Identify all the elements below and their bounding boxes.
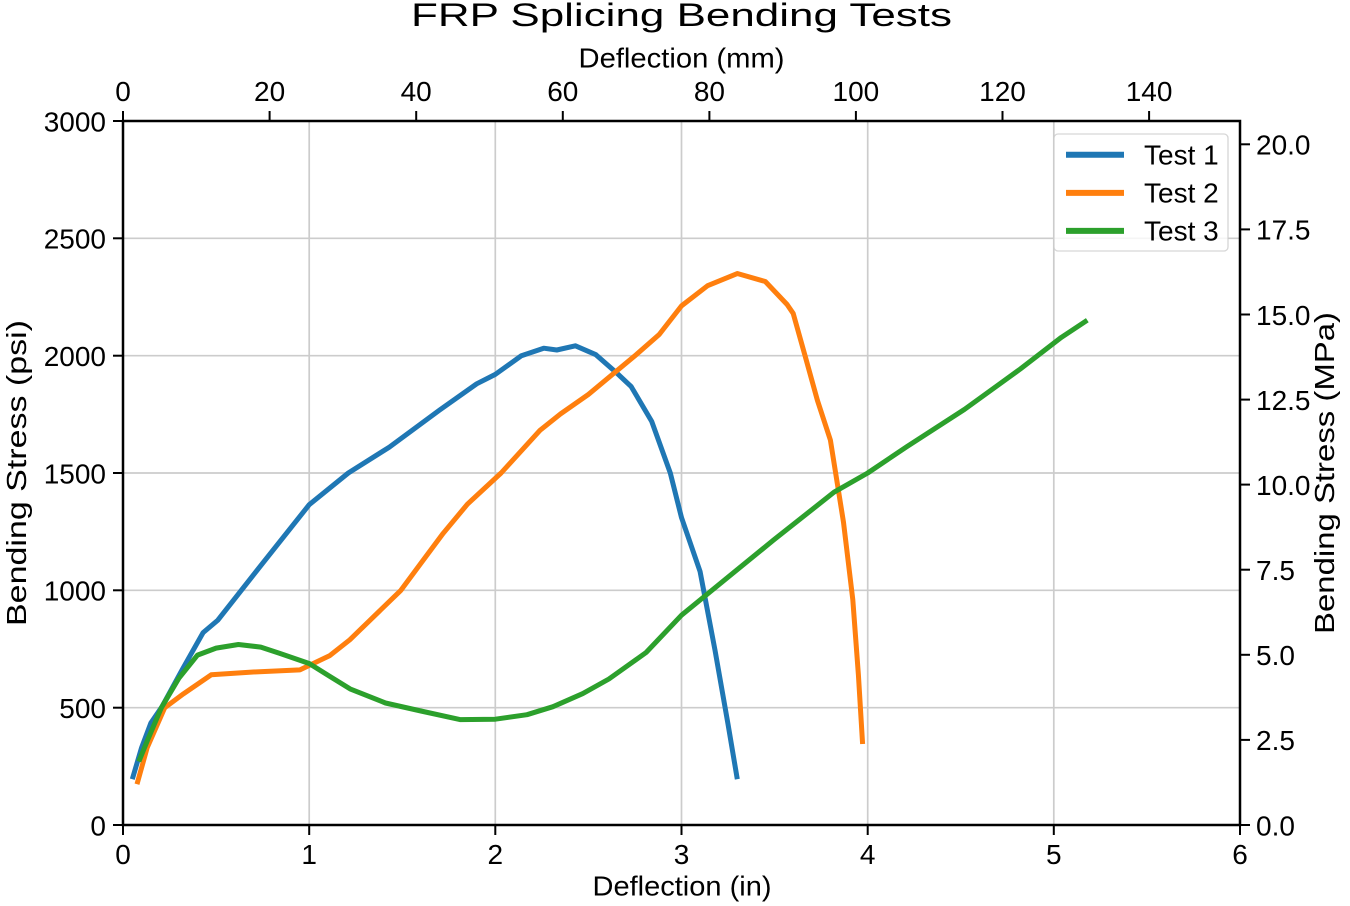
svg-text:Test 3: Test 3 — [1144, 216, 1219, 247]
svg-text:100: 100 — [833, 76, 880, 107]
svg-text:15.0: 15.0 — [1256, 300, 1311, 331]
svg-text:1500: 1500 — [44, 458, 106, 489]
svg-text:6: 6 — [1232, 839, 1248, 870]
svg-text:20.0: 20.0 — [1256, 130, 1311, 161]
svg-text:5: 5 — [1046, 839, 1062, 870]
svg-text:1: 1 — [301, 839, 317, 870]
svg-text:60: 60 — [547, 76, 578, 107]
svg-text:20: 20 — [254, 76, 285, 107]
svg-text:5.0: 5.0 — [1256, 640, 1295, 671]
svg-text:500: 500 — [59, 693, 106, 724]
svg-text:2000: 2000 — [44, 341, 106, 372]
svg-text:140: 140 — [1126, 76, 1173, 107]
svg-text:0.0: 0.0 — [1256, 810, 1295, 841]
svg-text:40: 40 — [401, 76, 432, 107]
svg-text:0: 0 — [115, 76, 131, 107]
svg-text:Deflection (mm): Deflection (mm) — [579, 43, 785, 74]
svg-text:80: 80 — [694, 76, 725, 107]
svg-text:10.0: 10.0 — [1256, 470, 1311, 501]
svg-text:120: 120 — [979, 76, 1026, 107]
svg-text:4: 4 — [860, 839, 876, 870]
svg-text:Bending Stress (psi): Bending Stress (psi) — [1, 320, 32, 626]
svg-text:1000: 1000 — [44, 576, 106, 607]
svg-text:Test 2: Test 2 — [1144, 178, 1219, 209]
svg-text:2500: 2500 — [44, 224, 106, 255]
svg-text:3000: 3000 — [44, 106, 106, 137]
svg-text:2: 2 — [488, 839, 504, 870]
svg-text:17.5: 17.5 — [1256, 215, 1311, 246]
svg-text:Test 1: Test 1 — [1144, 140, 1219, 171]
svg-text:3: 3 — [674, 839, 690, 870]
svg-text:FRP Splicing Bending Tests: FRP Splicing Bending Tests — [411, 0, 952, 33]
svg-text:Bending Stress (MPa): Bending Stress (MPa) — [1309, 312, 1340, 634]
svg-text:7.5: 7.5 — [1256, 555, 1295, 586]
svg-text:0: 0 — [90, 810, 106, 841]
svg-text:2.5: 2.5 — [1256, 725, 1295, 756]
svg-text:Deflection (in): Deflection (in) — [593, 871, 772, 902]
svg-text:0: 0 — [115, 839, 131, 870]
svg-text:12.5: 12.5 — [1256, 385, 1311, 416]
